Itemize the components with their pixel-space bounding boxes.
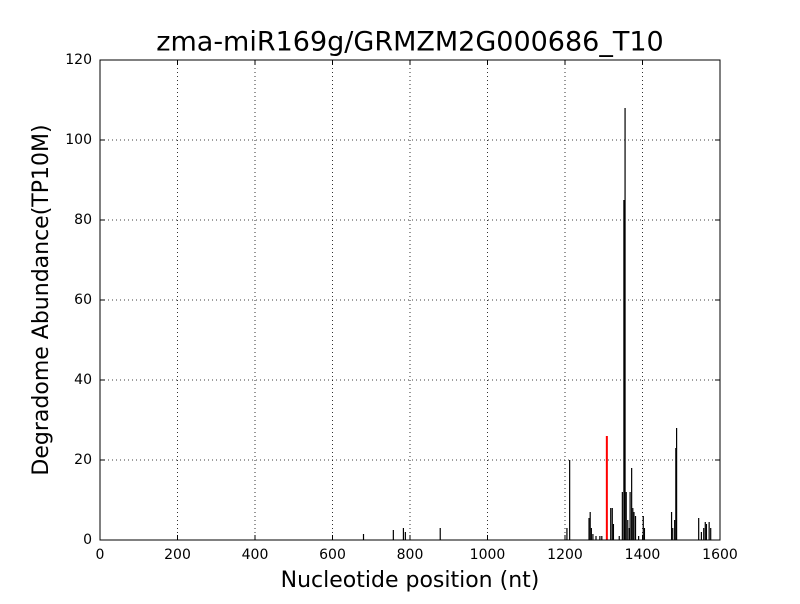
x-tick-label: 1400 bbox=[625, 547, 661, 563]
y-tick-label: 0 bbox=[83, 532, 92, 548]
x-tick-label: 400 bbox=[242, 547, 269, 563]
x-tick-label: 200 bbox=[164, 547, 191, 563]
x-tick-label: 1600 bbox=[702, 547, 738, 563]
y-axis-label: Degradome Abundance(TP10M) bbox=[29, 124, 54, 475]
x-tick-label: 0 bbox=[96, 547, 105, 563]
y-tick-label: 120 bbox=[65, 52, 92, 68]
x-axis-label: Nucleotide position (nt) bbox=[281, 568, 540, 593]
y-tick-label: 80 bbox=[74, 212, 92, 228]
y-tick-label: 100 bbox=[65, 132, 92, 148]
chart-title: zma-miR169g/GRMZM2G000686_T10 bbox=[156, 27, 663, 58]
y-tick-label: 60 bbox=[74, 292, 92, 308]
y-tick-label: 40 bbox=[74, 372, 92, 388]
y-tick-label: 20 bbox=[74, 452, 92, 468]
x-tick-label: 1000 bbox=[470, 547, 506, 563]
x-tick-label: 1200 bbox=[547, 547, 583, 563]
x-tick-label: 800 bbox=[397, 547, 424, 563]
plot-frame bbox=[99, 59, 721, 541]
x-tick-label: 600 bbox=[319, 547, 346, 563]
